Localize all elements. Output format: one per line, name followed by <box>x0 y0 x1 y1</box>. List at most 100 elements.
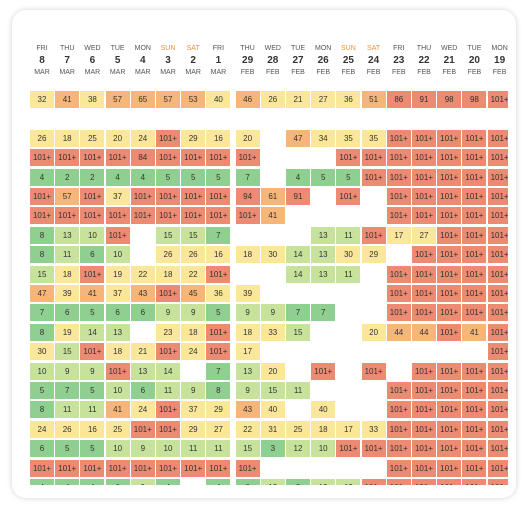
price-cell[interactable]: 101+ <box>206 207 231 225</box>
price-cell[interactable]: 14 <box>156 362 180 380</box>
price-cell[interactable]: 8 <box>30 226 54 244</box>
price-cell[interactable]: 46 <box>235 91 260 108</box>
price-cell[interactable]: 101+ <box>437 459 462 477</box>
price-cell[interactable]: 101+ <box>156 420 180 438</box>
price-cell[interactable]: 101+ <box>361 226 386 244</box>
price-cell[interactable]: 40 <box>206 91 231 108</box>
price-cell[interactable]: 101+ <box>55 149 80 167</box>
price-cell[interactable]: 18 <box>156 265 180 283</box>
price-cell[interactable]: 13 <box>105 323 130 341</box>
price-cell[interactable]: 101+ <box>412 362 436 380</box>
price-cell[interactable]: 98 <box>437 91 462 108</box>
price-cell[interactable]: 26 <box>55 420 80 438</box>
price-cell[interactable]: 101+ <box>412 168 436 186</box>
price-cell[interactable]: 10 <box>80 226 105 244</box>
price-cell[interactable]: 101+ <box>235 459 260 477</box>
price-cell[interactable]: 101+ <box>487 168 508 186</box>
price-cell[interactable]: 29 <box>206 401 231 419</box>
price-cell[interactable]: 18 <box>235 323 260 341</box>
price-cell[interactable]: 51 <box>361 91 386 108</box>
date-header-mar-1[interactable]: FRI 1 MAR <box>206 45 230 77</box>
price-cell[interactable]: 13 <box>311 479 336 485</box>
price-cell[interactable]: 36 <box>336 91 361 108</box>
price-cell[interactable]: 101+ <box>206 343 231 361</box>
price-cell[interactable]: 8 <box>286 479 310 485</box>
price-cell[interactable]: 11 <box>181 440 206 458</box>
price-cell[interactable]: 25 <box>80 129 105 147</box>
price-cell[interactable]: 101+ <box>55 207 80 225</box>
price-cell[interactable]: 19 <box>55 323 80 341</box>
price-cell[interactable]: 18 <box>55 129 80 147</box>
price-cell[interactable]: 18 <box>105 343 130 361</box>
date-header-feb-21[interactable]: WED 21 FEB <box>437 45 461 77</box>
price-cell[interactable]: 36 <box>206 285 231 302</box>
price-cell[interactable]: 21 <box>130 343 155 361</box>
price-cell[interactable]: 86 <box>386 91 411 108</box>
price-cell[interactable]: 9 <box>181 304 206 322</box>
price-cell[interactable]: 101+ <box>105 207 130 225</box>
price-cell[interactable]: 24 <box>130 401 155 419</box>
price-cell[interactable]: 101+ <box>437 188 462 205</box>
price-cell[interactable]: 16 <box>206 129 231 147</box>
price-cell[interactable]: 15 <box>260 382 285 399</box>
date-header-mar-7[interactable]: THU 7 MAR <box>55 45 79 77</box>
price-cell[interactable]: 101+ <box>386 285 411 302</box>
price-cell[interactable]: 101+ <box>462 401 487 419</box>
price-cell[interactable]: 101+ <box>462 265 487 283</box>
price-cell[interactable]: 20 <box>105 129 130 147</box>
price-cell[interactable]: 11 <box>55 401 80 419</box>
price-cell[interactable]: 101+ <box>30 459 54 477</box>
price-cell[interactable]: 101+ <box>487 420 508 438</box>
date-header-mar-4[interactable]: MON 4 MAR <box>131 45 155 77</box>
price-cell[interactable]: 65 <box>130 91 155 108</box>
price-cell[interactable]: 101+ <box>336 188 361 205</box>
price-cell[interactable]: 101+ <box>105 459 130 477</box>
price-cell[interactable]: 101+ <box>80 207 105 225</box>
date-header-mar-5[interactable]: TUE 5 MAR <box>106 45 130 77</box>
price-cell[interactable]: 4 <box>30 479 54 485</box>
price-cell[interactable]: 9 <box>181 382 206 399</box>
price-cell[interactable]: 101+ <box>156 459 180 477</box>
price-cell[interactable]: 101+ <box>156 129 180 147</box>
price-cell[interactable]: 17 <box>386 226 411 244</box>
price-cell[interactable]: 101+ <box>462 459 487 477</box>
price-cell[interactable]: 98 <box>462 91 487 108</box>
price-cell[interactable]: 4 <box>30 168 54 186</box>
price-cell[interactable]: 13 <box>311 265 336 283</box>
price-cell[interactable]: 10 <box>105 246 130 264</box>
price-cell[interactable]: 101+ <box>437 420 462 438</box>
price-cell[interactable]: 101+ <box>156 149 180 167</box>
price-cell[interactable]: 44 <box>412 323 436 341</box>
price-cell[interactable]: 101+ <box>437 304 462 322</box>
price-cell[interactable]: 40 <box>311 401 336 419</box>
price-cell[interactable]: 20 <box>361 323 386 341</box>
price-cell[interactable]: 101+ <box>386 382 411 399</box>
price-cell[interactable]: 39 <box>55 285 80 302</box>
price-cell[interactable]: 9 <box>260 304 285 322</box>
price-cell[interactable]: 101+ <box>487 265 508 283</box>
price-cell[interactable]: 101+ <box>412 129 436 147</box>
price-cell[interactable]: 40 <box>260 401 285 419</box>
price-cell[interactable]: 29 <box>361 246 386 264</box>
price-cell[interactable]: 12 <box>286 440 310 458</box>
price-cell[interactable]: 101+ <box>462 246 487 264</box>
price-cell[interactable]: 101+ <box>336 149 361 167</box>
price-cell[interactable]: 101+ <box>80 459 105 477</box>
price-cell[interactable]: 39 <box>235 285 260 302</box>
price-cell[interactable]: 101+ <box>437 362 462 380</box>
price-cell[interactable]: 101+ <box>437 129 462 147</box>
price-cell[interactable]: 15 <box>156 226 180 244</box>
price-cell[interactable]: 8 <box>206 382 231 399</box>
date-header-feb-28[interactable]: WED 28 FEB <box>261 45 285 77</box>
price-cell[interactable]: 44 <box>386 323 411 341</box>
price-cell[interactable]: 101+ <box>386 401 411 419</box>
price-cell[interactable]: 101+ <box>412 265 436 283</box>
price-cell[interactable]: 8 <box>30 246 54 264</box>
price-cell[interactable]: 101+ <box>386 304 411 322</box>
price-cell[interactable]: 25 <box>286 420 310 438</box>
price-cell[interactable]: 8 <box>30 401 54 419</box>
price-cell[interactable]: 101+ <box>462 440 487 458</box>
price-cell[interactable]: 18 <box>55 265 80 283</box>
price-cell[interactable]: 32 <box>30 91 54 108</box>
price-cell[interactable]: 10 <box>30 362 54 380</box>
